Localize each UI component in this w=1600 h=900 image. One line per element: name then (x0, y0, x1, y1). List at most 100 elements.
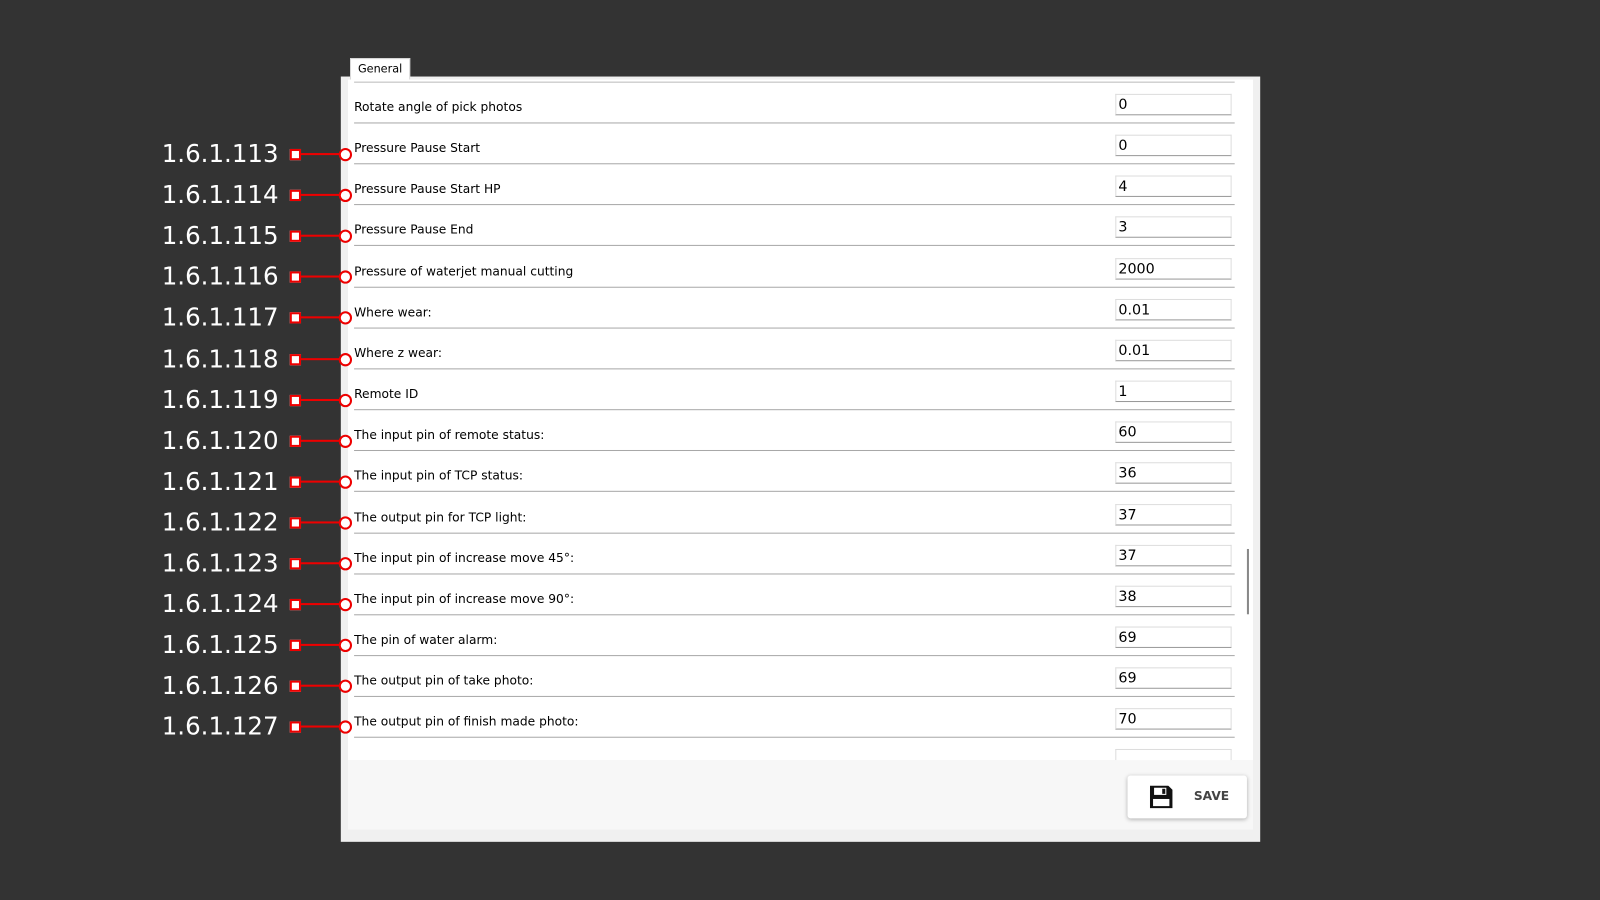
setting-input[interactable]: 37 (1115, 544, 1232, 566)
setting-label: Rotate angle of pick photos (354, 99, 523, 115)
setting-row: Remote ID 1 (354, 368, 1235, 411)
annotation-label: 1.6.1.115 (161, 221, 279, 251)
annotation-label: 1.6.1.122 (161, 508, 279, 537)
save-button[interactable]: SAVE (1127, 775, 1247, 819)
annotation-label: 1.6.1.121 (161, 467, 279, 496)
setting-label: The output pin for TCP light: (354, 509, 527, 524)
setting-input[interactable] (1115, 749, 1232, 761)
setting-input[interactable]: 4 (1115, 175, 1232, 198)
setting-label: The pin of water alarm: (354, 632, 498, 647)
annotation-label: 1.6.1.119 (161, 385, 279, 414)
setting-input[interactable]: 70 (1115, 708, 1232, 730)
setting-input[interactable]: 36 (1115, 462, 1232, 485)
annotation-callout: 1.6.1.121 (0, 467, 353, 496)
annotation-circle-marker (338, 147, 353, 162)
setting-input[interactable]: 0 (1115, 134, 1232, 157)
setting-row: The output pin of finish made photo: 70 (354, 696, 1235, 739)
setting-label: The input pin of increase move 90°: (354, 591, 575, 606)
setting-row: Pressure of waterjet manual cutting 2000 (354, 246, 1235, 288)
annotation-callout: 1.6.1.116 (0, 263, 353, 291)
annotation-circle-marker (338, 393, 353, 407)
annotation-circle-marker (338, 720, 353, 735)
scrollbar-thumb[interactable] (1246, 548, 1249, 615)
annotation-label: 1.6.1.118 (161, 344, 279, 373)
annotation-line (298, 684, 340, 688)
annotation-circle-marker (338, 638, 353, 653)
setting-row: Pressure Pause Start 0 (354, 123, 1235, 165)
settings-list: Rotate angle of pick photos 0 Pressure Pau… (347, 79, 1254, 761)
annotation-callout: 1.6.1.120 (0, 426, 353, 455)
setting-input[interactable]: 69 (1115, 667, 1232, 689)
annotation-label: 1.6.1.117 (161, 303, 279, 333)
annotation-line (298, 603, 340, 606)
setting-input[interactable]: 3 (1115, 216, 1232, 239)
setting-label: Where z wear: (354, 345, 442, 361)
setting-label: The output pin of take photo: (354, 673, 534, 688)
setting-input[interactable]: 0.01 (1115, 298, 1232, 321)
annotation-circle-marker (338, 557, 353, 571)
setting-row: The input pin of increase move 45°: 37 (354, 532, 1235, 575)
setting-row: Rotate angle of pick photos 0 (354, 82, 1235, 124)
annotation-callout: 1.6.1.127 (0, 713, 353, 741)
setting-label: Pressure Pause End (354, 222, 474, 238)
annotation-label: 1.6.1.125 (161, 630, 279, 660)
annotation-callout: 1.6.1.126 (0, 672, 353, 700)
annotation-circle-marker (338, 229, 353, 244)
annotation-line (298, 644, 340, 647)
annotation-label: 1.6.1.127 (161, 712, 279, 742)
annotation-callout: 1.6.1.123 (0, 549, 353, 578)
annotation-circle-marker (338, 434, 353, 448)
annotation-label: 1.6.1.114 (161, 180, 279, 210)
annotation-circle-marker (338, 516, 353, 530)
annotation-circle-marker (338, 598, 353, 612)
setting-label: The input pin of remote status: (354, 427, 545, 443)
annotation-line (298, 234, 340, 237)
annotation-circle-marker (338, 679, 353, 694)
setting-input[interactable]: 60 (1115, 421, 1232, 444)
setting-label: Pressure of waterjet manual cutting (354, 263, 574, 279)
annotation-callout: 1.6.1.118 (0, 344, 353, 373)
annotation-circle-marker (338, 311, 353, 325)
setting-label: Where wear: (354, 304, 432, 320)
setting-input[interactable]: 0.01 (1115, 339, 1232, 362)
annotation-line (298, 398, 340, 401)
annotation-label: 1.6.1.116 (161, 262, 279, 292)
annotation-callout: 1.6.1.115 (0, 222, 353, 250)
tab-general[interactable]: General (349, 58, 411, 80)
setting-label: Remote ID (354, 386, 419, 402)
annotation-line (298, 357, 340, 360)
setting-row: Where wear: 0.01 (354, 286, 1235, 329)
annotation-line (298, 480, 340, 483)
setting-row: Where z wear: 0.01 (354, 327, 1235, 370)
setting-input[interactable]: 69 (1115, 626, 1232, 648)
setting-input[interactable]: 0 (1115, 93, 1232, 116)
setting-label: Pressure Pause Start (354, 140, 481, 156)
annotation-circle-marker (338, 352, 353, 366)
setting-row: The pin of water alarm: 69 (354, 614, 1235, 657)
annotation-line (298, 193, 340, 197)
setting-input[interactable]: 1 (1115, 380, 1232, 403)
setting-label: The input pin of TCP status: (354, 468, 524, 483)
setting-row: The output pin of take photo: 69 (354, 655, 1235, 698)
annotation-label: 1.6.1.120 (161, 426, 279, 455)
annotation-callout: 1.6.1.122 (0, 508, 353, 537)
footer-bar (347, 760, 1254, 830)
annotation-callout: 1.6.1.117 (0, 303, 353, 332)
annotation-label: 1.6.1.113 (161, 139, 279, 169)
setting-input[interactable]: 37 (1115, 503, 1232, 525)
annotation-line (298, 275, 340, 278)
annotation-callout: 1.6.1.124 (0, 590, 353, 618)
save-label: SAVE (1193, 788, 1230, 804)
annotation-circle-marker (338, 270, 353, 284)
floppy-disk-icon (1149, 785, 1173, 809)
divider (354, 81, 1235, 83)
setting-input[interactable]: 2000 (1115, 257, 1232, 280)
setting-input[interactable]: 38 (1115, 585, 1232, 607)
setting-label: The input pin of increase move 45°: (354, 550, 575, 565)
annotation-line (298, 521, 340, 524)
setting-row-partial (354, 737, 1235, 761)
annotation-callout: 1.6.1.119 (0, 385, 353, 414)
annotation-line (298, 439, 340, 442)
setting-row: The input pin of TCP status: 36 (354, 450, 1235, 493)
